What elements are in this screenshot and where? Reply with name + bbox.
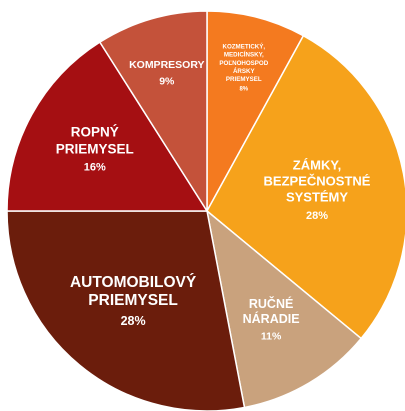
slice-label-line: ÁRSKY [233,68,256,75]
slice-value-label: 28% [306,210,328,222]
slice-label-line: NÁRADIE [243,311,300,326]
slice-label-line: MEDICÍNSKY, [224,51,264,59]
slice-label-line: PRIEMYSEL [56,141,134,156]
slice-value-label: 28% [121,314,146,328]
label-kompresory: KOMPRESORY 9% [129,59,204,88]
slice-label-line: ROPNÝ [71,124,119,139]
slice-value-label: 16% [84,162,106,174]
pie-labels: KOZMETICKÝ,MEDICÍNSKY,POĽNOHOSPODÁRSKYPR… [56,43,371,342]
slice-ropny [6,41,209,212]
slice-value-label: 8% [239,86,248,92]
slice-label-line: KOZMETICKÝ, [222,43,265,50]
slice-label-line: KOMPRESORY [129,59,204,71]
label-kozmeticky: KOZMETICKÝ,MEDICÍNSKY,POĽNOHOSPODÁRSKYPR… [219,43,268,92]
slice-kompresory [98,10,208,214]
slice-value-label: 11% [261,330,282,342]
label-ropny: ROPNÝ PRIEMYSEL 16% [56,124,134,173]
slice-label-line: SYSTÉMY [286,190,348,205]
slice-kozmeticky [206,10,305,212]
slice-label-line: PRIEMYSEL [226,76,262,83]
slice-label-line: RUČNÉ [249,296,293,311]
slice-zamky [206,34,405,340]
slice-label-line: POĽNOHOSPOD [219,60,268,67]
slice-label-line: ZÁMKY, [293,158,341,173]
slice-value-label: 9% [159,76,175,88]
pie-slices [6,10,405,411]
slice-automobilovy [6,210,246,411]
slice-label-line: BEZPEČNOSTNÉ [264,174,371,189]
slice-rucne [205,209,363,409]
slice-label-line: PRIEMYSEL [88,292,178,309]
slice-label-line: AUTOMOBILOVÝ [70,273,197,291]
